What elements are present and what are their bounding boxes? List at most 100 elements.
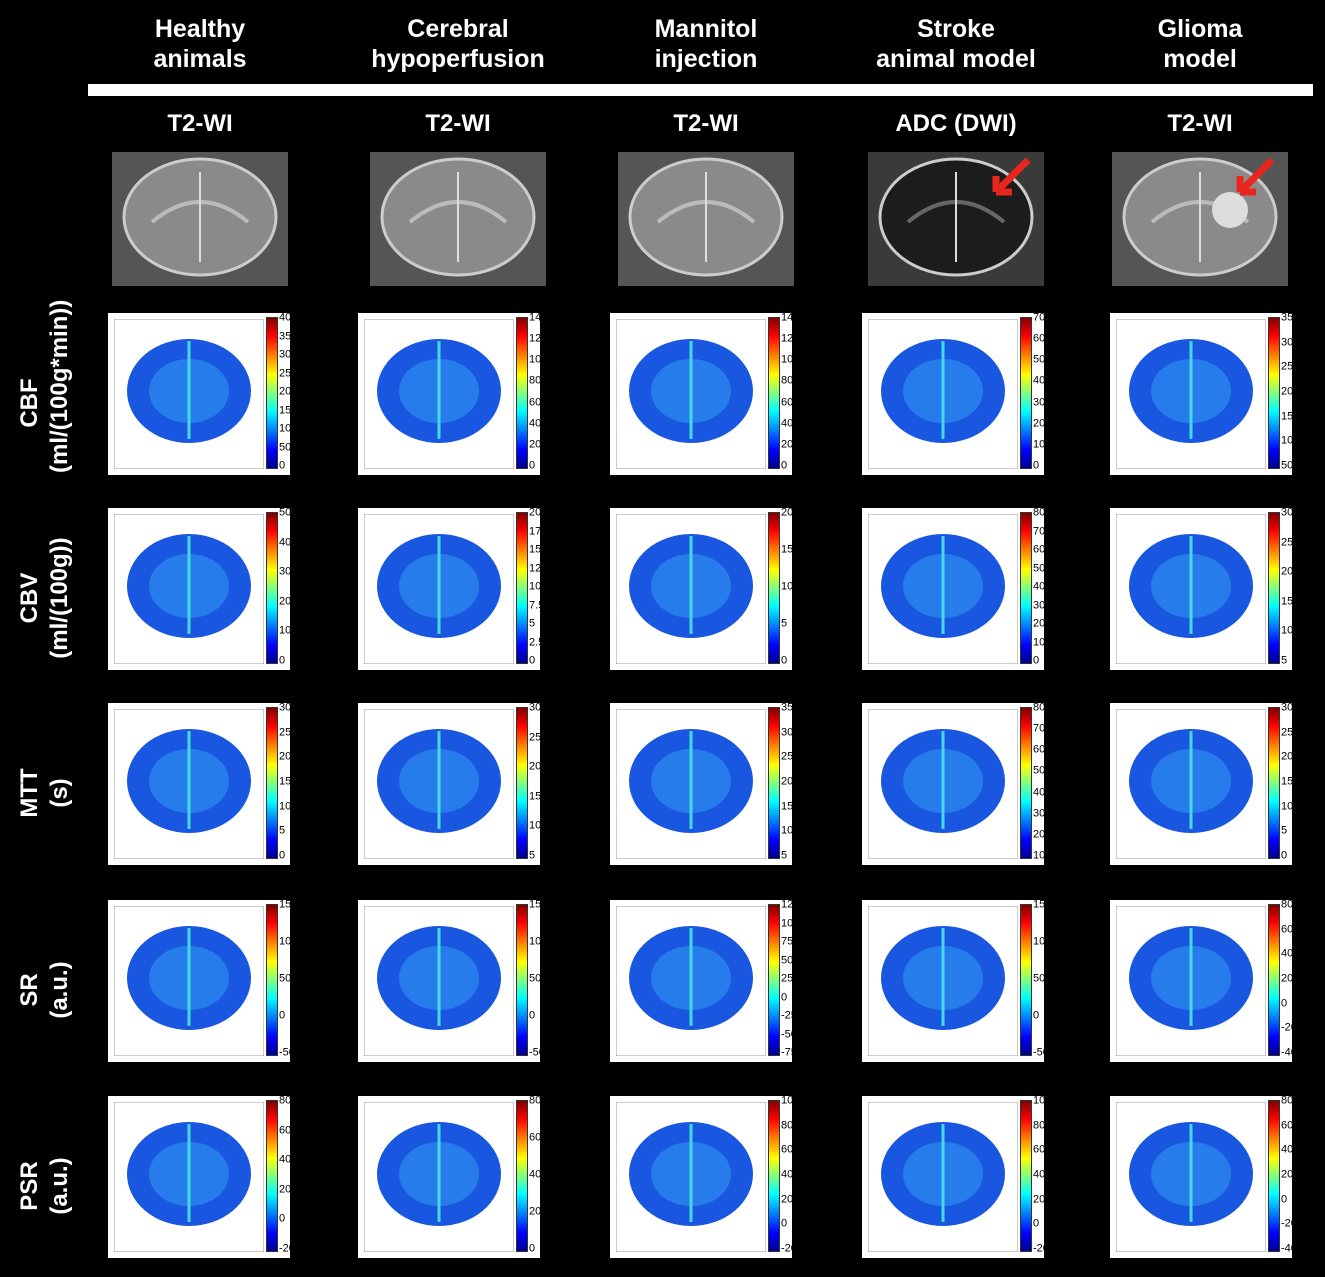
colorbar-tick: 15	[279, 775, 292, 788]
map-panel-2-5: 5 10 15 20 25 30	[1110, 507, 1293, 670]
colorbar-tick: 40	[1281, 947, 1294, 960]
colorbar-ticks: -75 -50 -25 0 25 50 75 100 125	[781, 899, 815, 1058]
anatomical-image-3	[618, 152, 794, 286]
colorbar-tick: 20	[279, 750, 292, 763]
anatomical-image-4	[868, 152, 1044, 286]
colorbar-tick: 5	[781, 849, 788, 862]
colorbar-tick: 600	[781, 1143, 800, 1156]
colorbar-tick: 800	[529, 1094, 548, 1107]
colorbar-tick: 100	[1033, 935, 1052, 948]
colorbar-tick: 5	[1281, 654, 1288, 667]
colorbar-tick: 17.5	[529, 525, 551, 537]
colorbar-tick: 600	[1033, 1143, 1052, 1156]
modality-label-1: T2-WI	[167, 110, 233, 137]
map-panel-3-3: 5 10 15 20 25 30 35	[610, 701, 794, 865]
colorbar-tick: 10	[279, 624, 292, 637]
colorbar-tick: 70	[1033, 525, 1046, 537]
map-panel-3-2: 5 10 15 20 25 30	[358, 702, 541, 865]
colorbar-tick: 100	[1033, 438, 1052, 451]
colorbar-tick: 0	[529, 654, 536, 667]
colorbar-tick: 20	[781, 775, 794, 788]
colorbar	[768, 904, 780, 1056]
colorbar-tick: 15	[1281, 775, 1294, 788]
colorbar-tick: 0	[529, 1242, 536, 1255]
colorbar-tick: -50	[279, 1046, 295, 1059]
colorbar-tick: 0	[279, 654, 286, 667]
column-title-1: Healthy animals	[153, 15, 247, 73]
colorbar-tick: 30	[1281, 701, 1294, 714]
colorbar	[1020, 1100, 1032, 1252]
colorbar-tick: 300	[1033, 396, 1052, 409]
map-panel-4-3: -75 -50 -25 0 25 50 75 100 125	[610, 899, 799, 1062]
modality-label-5: T2-WI	[1167, 110, 1233, 137]
colorbar	[516, 904, 528, 1056]
colorbar-tick: 400	[1033, 1168, 1052, 1181]
colorbar-tick: 5	[1281, 824, 1288, 837]
colorbar-tick: 50	[781, 954, 794, 966]
row-label-sr: SR (a.u.)	[16, 961, 73, 1019]
modality-label-4: ADC (DWI)	[895, 110, 1017, 137]
colorbar-tick: 200	[1033, 417, 1052, 430]
colorbar-tick: 400	[279, 311, 298, 324]
colorbar	[768, 707, 780, 859]
colorbar-tick: 80	[1033, 506, 1046, 519]
colorbar-tick: 800	[781, 1119, 800, 1132]
colorbar-tick: 350	[1281, 311, 1300, 324]
colorbar-tick: 20	[781, 438, 794, 451]
colorbar-tick: 100	[781, 917, 800, 929]
colorbar-tick: 0	[781, 459, 788, 472]
colorbar-tick: 600	[1033, 332, 1052, 345]
colorbar-tick: 150	[529, 898, 548, 911]
header-divider	[88, 84, 1313, 96]
map-panel-5-1: -200 0 200 400 600 800	[108, 1095, 301, 1258]
colorbar-tick: 80	[1033, 701, 1046, 714]
colorbar-tick: 30	[279, 565, 292, 578]
colorbar	[266, 1100, 278, 1252]
colorbar-tick: 60	[1033, 743, 1046, 756]
colorbar	[1020, 512, 1032, 664]
colorbar-tick: 40	[781, 417, 794, 430]
colorbar-ticks: -40 -20 0 20 40 60 80	[1281, 899, 1315, 1058]
colorbar-tick: 400	[1281, 1143, 1300, 1156]
colorbar-ticks: -400 -200 0 200 400 600 800	[1281, 1095, 1315, 1254]
colorbar-tick: 140	[781, 311, 800, 324]
colorbar-ticks: -50 0 50 100 150	[279, 899, 313, 1058]
colorbar-tick: 70	[1033, 722, 1046, 735]
colorbar-tick: 20	[529, 506, 542, 519]
colorbar-tick: 20	[1281, 750, 1294, 763]
colorbar-ticks: 0 200 400 600 800	[529, 1095, 563, 1254]
colorbar	[1020, 904, 1032, 1056]
colorbar	[768, 317, 780, 469]
colorbar-tick: 300	[1281, 336, 1300, 349]
colorbar-tick: 150	[279, 404, 298, 416]
colorbar-tick: 75	[781, 935, 794, 948]
colorbar-tick: 200	[1033, 1193, 1052, 1206]
colorbar-tick: 0	[781, 991, 788, 1003]
colorbar	[266, 707, 278, 859]
colorbar-tick: 0	[781, 654, 788, 667]
colorbar-tick: 15	[529, 543, 542, 556]
colorbar-tick: 20	[1281, 972, 1294, 985]
colorbar-tick: 35	[781, 701, 794, 714]
colorbar-tick: 200	[529, 1205, 548, 1218]
colorbar-tick: -25	[781, 1009, 797, 1022]
colorbar	[266, 317, 278, 469]
column-title-5: Glioma model	[1157, 15, 1243, 73]
colorbar-tick: 100	[529, 935, 548, 948]
colorbar-tick: 60	[1033, 543, 1046, 556]
colorbar-tick: 300	[279, 348, 298, 361]
colorbar	[516, 512, 528, 664]
colorbar-tick: -50	[529, 1046, 545, 1059]
colorbar-tick: 7.5	[529, 599, 545, 611]
colorbar	[768, 1100, 780, 1252]
colorbar	[516, 707, 528, 859]
colorbar-tick: 0	[1033, 459, 1040, 472]
colorbar-tick: 400	[781, 1168, 800, 1181]
map-panel-2-2: 0 2.5 5 7.5 10 12.5 15 17.5 20	[358, 506, 550, 670]
colorbar-tick: 50	[1033, 764, 1046, 777]
colorbar	[1268, 512, 1280, 664]
map-panel-2-3: 0 5 10 15 20	[610, 507, 793, 670]
colorbar-tick: 60	[1281, 923, 1294, 936]
colorbar-ticks: 0 100 200 300 400 500 600 700	[1033, 312, 1067, 471]
colorbar-tick: 25	[1281, 726, 1294, 739]
